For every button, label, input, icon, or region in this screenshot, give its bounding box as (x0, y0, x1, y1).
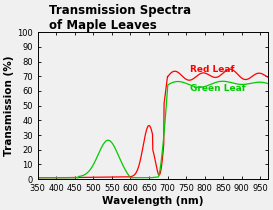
X-axis label: Wavelength (nm): Wavelength (nm) (102, 196, 203, 206)
Text: Transmission Spectra
of Maple Leaves: Transmission Spectra of Maple Leaves (49, 4, 191, 32)
Text: Red Leaf: Red Leaf (190, 65, 234, 74)
Text: Green Leaf: Green Leaf (190, 84, 245, 93)
Y-axis label: Transmission (%): Transmission (%) (4, 55, 14, 156)
